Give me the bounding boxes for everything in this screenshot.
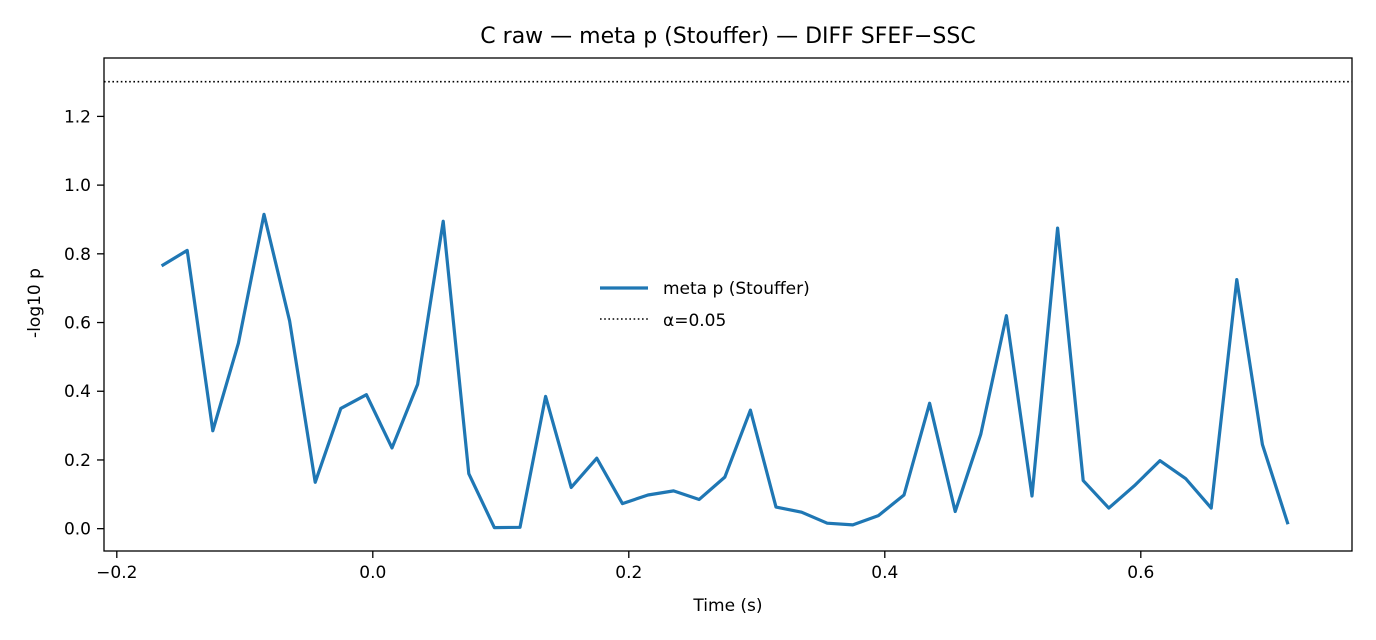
data-point	[544, 395, 547, 398]
data-point	[519, 526, 522, 529]
data-point	[800, 511, 803, 514]
data-point	[1082, 479, 1085, 482]
data-point	[442, 220, 445, 223]
data-point	[672, 489, 675, 492]
data-point	[928, 402, 931, 405]
data-point	[826, 522, 829, 525]
x-tick-label: 0.2	[615, 563, 642, 583]
data-point	[775, 506, 778, 509]
data-point	[365, 393, 368, 396]
data-point	[237, 342, 240, 345]
data-point	[186, 249, 189, 252]
legend-label-meta-p: meta p (Stouffer)	[663, 279, 810, 299]
data-point	[903, 494, 906, 497]
y-tick-label: 0.0	[64, 520, 91, 540]
series-line-meta-p	[160, 212, 1290, 530]
data-point	[749, 409, 752, 412]
data-point	[288, 319, 291, 322]
data-point	[160, 264, 163, 267]
data-point	[954, 510, 957, 513]
data-point	[1287, 523, 1290, 526]
axes-frame	[103, 57, 1353, 552]
data-point	[1056, 227, 1059, 230]
chart-title: C raw — meta p (Stouffer) — DIFF SFEF−SS…	[480, 24, 975, 49]
y-tick-label: 0.6	[64, 314, 91, 334]
data-point	[263, 213, 266, 216]
data-point	[1235, 278, 1238, 281]
data-point	[698, 498, 701, 501]
data-point	[851, 523, 854, 526]
x-axis-label: Time (s)	[692, 596, 762, 616]
y-tick-label: 1.0	[64, 176, 91, 196]
data-point	[314, 481, 317, 484]
data-point	[1031, 495, 1034, 498]
data-point	[595, 457, 598, 460]
data-point	[467, 472, 470, 475]
data-point	[877, 514, 880, 517]
x-axis: −0.2 0.0 0.2 0.4 0.6	[96, 551, 1154, 583]
data-point	[1159, 459, 1162, 462]
legend: meta p (Stouffer) α=0.05	[600, 279, 810, 331]
x-tick-label: 0.0	[359, 563, 386, 583]
data-point	[1184, 477, 1187, 480]
data-point	[1133, 484, 1136, 487]
data-point	[723, 476, 726, 479]
x-tick-label: −0.2	[96, 563, 137, 583]
data-point	[621, 502, 624, 505]
y-axis-label: -log10 p	[25, 268, 45, 338]
legend-label-alpha: α=0.05	[663, 311, 726, 331]
data-point	[339, 407, 342, 410]
y-axis: 0.0 0.2 0.4 0.6 0.8 1.0 1.2	[64, 107, 104, 540]
data-point	[391, 446, 394, 449]
data-point	[1210, 507, 1213, 510]
data-point	[1107, 507, 1110, 510]
y-tick-label: 0.8	[64, 245, 91, 265]
data-point	[979, 433, 982, 436]
data-point	[416, 383, 419, 386]
data-point	[647, 494, 650, 497]
data-point	[570, 486, 573, 489]
data-point	[1261, 443, 1264, 446]
x-tick-label: 0.6	[1127, 563, 1154, 583]
y-tick-label: 0.4	[64, 382, 91, 402]
data-point	[211, 429, 214, 432]
data-point	[493, 526, 496, 529]
plot-area	[104, 80, 1352, 530]
y-tick-label: 1.2	[64, 107, 91, 127]
x-tick-label: 0.4	[871, 563, 898, 583]
y-tick-label: 0.2	[64, 451, 91, 471]
data-point	[1005, 314, 1008, 317]
